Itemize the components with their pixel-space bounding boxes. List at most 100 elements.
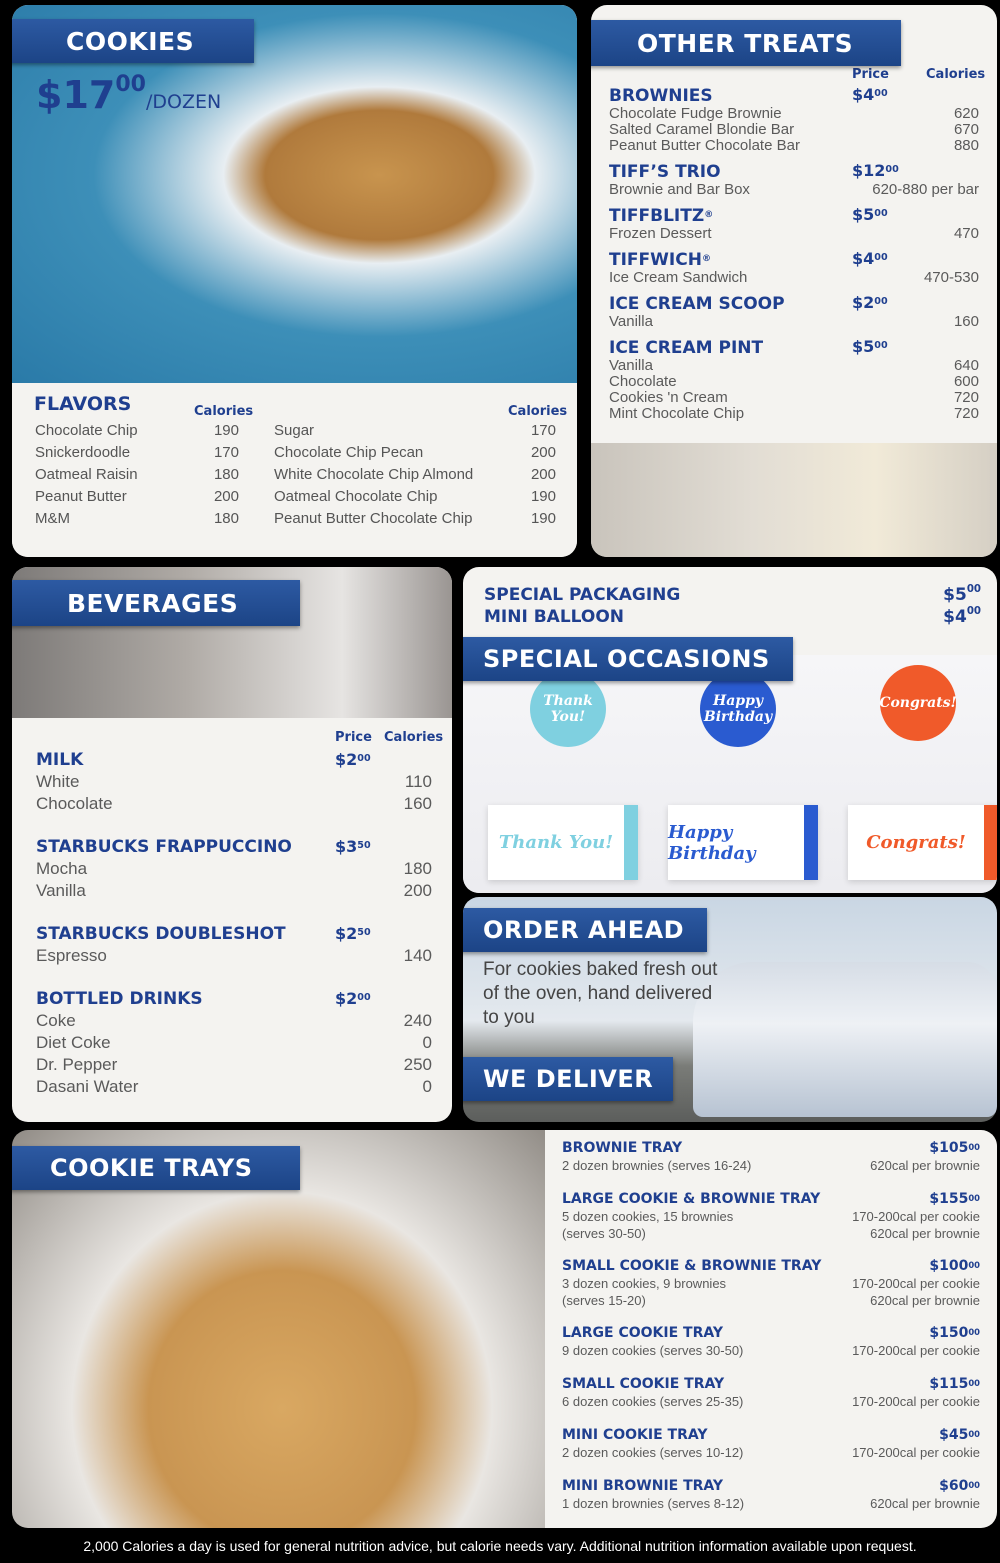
- beverage-item: BOTTLED DRINKS $200 Coke 240 Diet Coke 0 Dr. P…: [36, 988, 432, 1098]
- flavor-calories: 200: [530, 444, 556, 461]
- variant-name: Mint Chocolate Chip: [609, 405, 745, 422]
- tray-header: BROWNIE TRAY $10500: [562, 1140, 980, 1157]
- flavor-row: Oatmeal Raisin 180: [35, 466, 239, 488]
- variant-name: Peanut Butter Chocolate Bar: [609, 137, 800, 154]
- price-cents: 00: [115, 72, 146, 97]
- tray-item: BROWNIE TRAY $10500 2 dozen brownies (serv…: [562, 1140, 980, 1174]
- beverage-name: MILK: [36, 750, 84, 770]
- variant-name: Chocolate: [36, 794, 113, 813]
- tray-name: SMALL COOKIE & BROWNIE TRAY: [562, 1258, 822, 1274]
- we-deliver-banner: WE DELIVER: [463, 1057, 673, 1101]
- balloon-text: Thank You!: [543, 693, 593, 725]
- price-dollars: $45: [939, 1427, 969, 1443]
- price-cents: 50: [357, 840, 371, 851]
- special-occasions-banner: SPECIAL OCCASIONS: [463, 637, 793, 681]
- price-dollars: $60: [939, 1478, 969, 1494]
- tray-detail-row: 2 dozen cookies (serves 10-12) 170-200cal…: [562, 1444, 980, 1461]
- tray-item: SMALL COOKIE TRAY $11500 6 dozen cookies (…: [562, 1376, 980, 1410]
- packaging-row: MINI BALLOON $400: [484, 606, 981, 629]
- gift-box: Congrats!: [848, 805, 997, 880]
- treat-variant: Ice Cream Sandwich 470-530: [609, 270, 979, 286]
- price-dollars: $4: [852, 85, 875, 104]
- flavor-row: Peanut Butter 200: [35, 488, 239, 510]
- price-dollars: $115: [929, 1376, 969, 1392]
- variant-name: Dr. Pepper: [36, 1055, 118, 1074]
- treat-name-text: TIFF’S TRIO: [609, 162, 721, 182]
- tray-header: MINI BROWNIE TRAY $6000: [562, 1478, 980, 1495]
- price-cents: 00: [357, 992, 371, 1003]
- tray-header: LARGE COOKIE & BROWNIE TRAY $15500: [562, 1191, 980, 1208]
- treat-variant: Vanilla 640: [609, 358, 979, 374]
- flavor-name: Snickerdoodle: [35, 444, 131, 461]
- flavors-list-right: Sugar 170 Chocolate Chip Pecan 200 White Cho…: [274, 422, 556, 532]
- flavor-row: Sugar 170: [274, 422, 556, 444]
- tray-header: SMALL COOKIE & BROWNIE TRAY $10000: [562, 1258, 980, 1275]
- box-text: Happy Birthday: [668, 821, 756, 864]
- price-dollars: $12: [852, 161, 886, 180]
- tray-description: 6 dozen cookies (serves 25-35): [562, 1394, 744, 1409]
- variant-calories: 620-880 per bar: [872, 181, 979, 198]
- flavor-name: Sugar: [274, 422, 315, 439]
- beverage-variant: Vanilla 200: [36, 880, 432, 902]
- packaging-list: SPECIAL PACKAGING $500 MINI BALLOON $400: [484, 584, 981, 629]
- order-ahead-banner: ORDER AHEAD: [463, 908, 707, 952]
- treat-item: TIFF’S TRIO $1200 Brownie and Bar Box 620-8…: [609, 163, 979, 198]
- variant-name: Espresso: [36, 946, 107, 965]
- price: $15500: [929, 1191, 980, 1208]
- variant-calories: 720: [953, 405, 979, 422]
- price: $250: [335, 923, 371, 945]
- variant-name: Brownie and Bar Box: [609, 181, 750, 198]
- price-dollars: $2: [335, 924, 358, 943]
- variant-name: Cookies 'n Cream: [609, 389, 728, 406]
- flavor-calories: 180: [213, 466, 239, 483]
- price-cents: 00: [966, 584, 981, 595]
- treat-item: ICE CREAM PINT $500 Vanilla 640 Chocolate 600…: [609, 339, 979, 422]
- cookies-price: $1700/DOZEN: [36, 72, 221, 117]
- flavor-name: Oatmeal Raisin: [35, 466, 138, 483]
- variant-calories: 470: [953, 225, 979, 242]
- balloon-text: Happy Birthday: [703, 693, 773, 725]
- tray-calories: 170-200cal per cookie: [852, 1209, 980, 1224]
- tray-description: 3 dozen cookies, 9 brownies: [562, 1276, 727, 1291]
- tray-detail-row: 6 dozen cookies (serves 25-35) 170-200cal…: [562, 1393, 980, 1410]
- flavor-name: M&M: [35, 510, 70, 527]
- beverage-variant: Dr. Pepper 250: [36, 1054, 432, 1076]
- variant-name: Coke: [36, 1011, 76, 1030]
- delivery-car-photo: [693, 962, 997, 1117]
- treat-item: BROWNIES $400 Chocolate Fudge Brownie 620 Sa…: [609, 87, 979, 154]
- tray-header: SMALL COOKIE TRAY $11500: [562, 1376, 980, 1393]
- gift-box: Thank You!: [488, 805, 638, 880]
- gift-box: Happy Birthday: [668, 805, 818, 880]
- cookie-trays-photo-panel: COOKIE TRAYS: [12, 1130, 552, 1528]
- treat-variant: Frozen Dessert 470: [609, 226, 979, 242]
- order-ahead-text: For cookies baked fresh out of the oven,…: [483, 959, 718, 1028]
- treat-variant: Vanilla 160: [609, 314, 979, 330]
- price: $400: [852, 251, 888, 267]
- flavor-row: Chocolate Chip Pecan 200: [274, 444, 556, 466]
- price-dollars: $5: [943, 585, 967, 605]
- tray-description: 2 dozen brownies (serves 16-24): [562, 1158, 752, 1173]
- variant-name: Diet Coke: [36, 1033, 111, 1052]
- price-cents: 00: [968, 1142, 980, 1152]
- variant-calories: 200: [403, 881, 432, 900]
- price-dollars: $150: [929, 1325, 969, 1341]
- price-dollars: $3: [335, 837, 358, 856]
- tray-description: (serves 15-20): [562, 1293, 646, 1308]
- price-dollars: $105: [929, 1140, 969, 1156]
- price-dollars: $4: [943, 607, 967, 627]
- tray-detail-row: 3 dozen cookies, 9 brownies 170-200cal pe…: [562, 1275, 980, 1292]
- other-treats-banner: OTHER TREATS: [591, 20, 901, 66]
- balloon: Happy Birthday: [700, 671, 776, 747]
- treat-item: TIFFBLITZ® $500 Frozen Dessert 470: [609, 207, 979, 242]
- variant-calories: 640: [953, 357, 979, 374]
- price: $500: [943, 584, 981, 607]
- price: $6000: [939, 1478, 980, 1495]
- flavor-calories: 170: [213, 444, 239, 461]
- price: $10500: [929, 1140, 980, 1157]
- treat-variant: Brownie and Bar Box 620-880 per bar: [609, 182, 979, 198]
- balloon: Congrats!: [879, 665, 957, 741]
- tray-header: LARGE COOKIE TRAY $15000: [562, 1325, 980, 1342]
- tray-item: MINI BROWNIE TRAY $6000 1 dozen brownies (…: [562, 1478, 980, 1512]
- variant-name: Ice Cream Sandwich: [609, 269, 748, 286]
- flavors-section: FLAVORS Calories Calories Chocolate Chip…: [12, 385, 577, 557]
